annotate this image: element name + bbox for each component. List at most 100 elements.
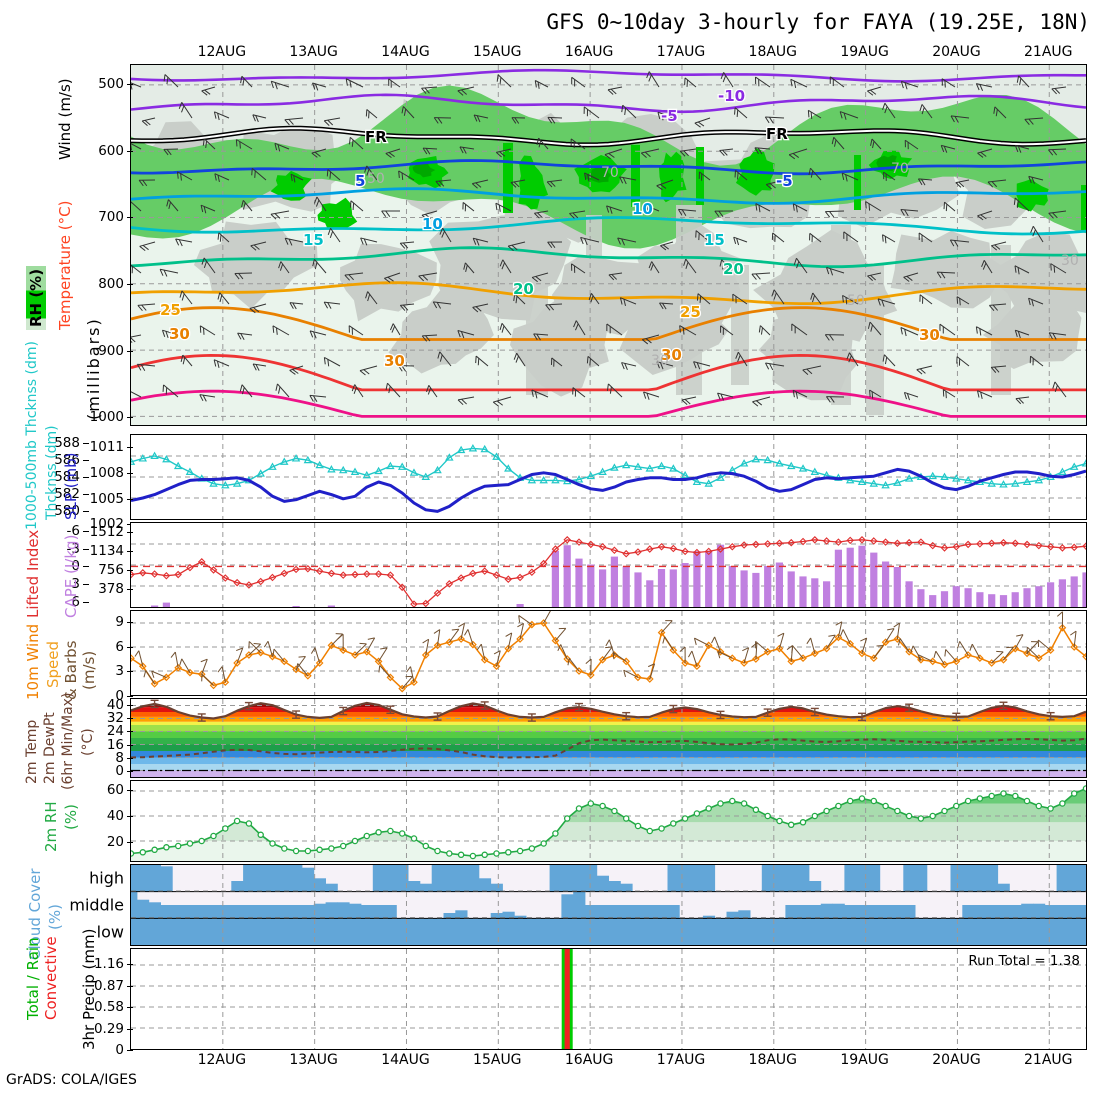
lifted-index-tickmark — [83, 566, 89, 568]
slp-tick: 1008 — [89, 464, 124, 481]
precip-tick: 0.58 — [93, 999, 124, 1016]
svg-text:15: 15 — [303, 231, 324, 249]
lifted-index-tickmark — [83, 548, 89, 550]
temp2m-tick: 32 — [106, 710, 124, 726]
svg-text:30: 30 — [651, 353, 669, 369]
axis-label: 1000-500mb Thcknss (dm) — [24, 341, 40, 530]
rh2m-tick: 20 — [106, 833, 124, 850]
precip-tickmark — [127, 1007, 133, 1009]
svg-text:70: 70 — [891, 161, 909, 177]
temp2m-tick: 0 — [115, 763, 124, 780]
lifted-index-tickmark — [83, 530, 89, 532]
cape-tick: 1134 — [89, 542, 124, 559]
pressure-tick: 500 — [98, 76, 124, 92]
axis-label: CAPE (J/kg) — [62, 534, 80, 618]
x-tick-12aug: 12AUG — [197, 1052, 247, 1068]
rh2m-tick: 60 — [106, 782, 124, 799]
x-tick-20aug: 20AUG — [932, 44, 981, 60]
precip-tick: 0.87 — [93, 977, 124, 994]
precip-tick: 0.29 — [93, 1020, 124, 1037]
rh2m-panel[interactable] — [130, 780, 1087, 862]
thickness-tickmark — [83, 442, 89, 444]
thickness-tick: 588 — [54, 434, 80, 451]
svg-text:50: 50 — [367, 171, 385, 187]
lifted-index-tick: -6 — [66, 522, 80, 539]
thickness-tickmark — [83, 494, 89, 496]
svg-text:30: 30 — [919, 326, 940, 344]
thickness-tick: 580 — [54, 503, 80, 520]
x-tick-18aug: 18AUG — [748, 1052, 798, 1068]
temp2m-tick: 16 — [106, 736, 124, 753]
temp2m-tick: 8 — [115, 750, 124, 766]
precip-tickmark — [127, 1050, 133, 1051]
x-tick-16aug: 16AUG — [564, 44, 614, 60]
x-tick-19aug: 19AUG — [840, 1052, 889, 1068]
x-tick-13aug: 13AUG — [289, 44, 338, 60]
axis-label: 2m RH — [42, 801, 60, 852]
precip-tickmark — [127, 1028, 133, 1030]
pressure-tickmark — [127, 417, 133, 419]
axis-label: (millibars) — [84, 317, 103, 420]
svg-text:20: 20 — [513, 280, 534, 298]
rh2m-tickmark — [127, 815, 133, 817]
svg-text:30: 30 — [384, 352, 405, 370]
x-tick-15aug: 15AUG — [473, 1052, 522, 1068]
svg-text:-5: -5 — [776, 172, 793, 190]
wind-speed-tick: 6 — [115, 638, 124, 655]
thickness-tickmark — [83, 511, 89, 513]
rh2m-tickmark — [127, 841, 133, 843]
thickness-tick: 582 — [54, 486, 80, 503]
temp2m-tickmark — [127, 758, 133, 759]
axis-label: 10m Wind — [24, 623, 42, 700]
pressure-tickmark — [127, 284, 133, 285]
thickness-tick: 584 — [54, 469, 80, 485]
temp2m-tick: 40 — [106, 696, 124, 713]
cape-tickmark — [127, 569, 133, 571]
slp-thickness-panel[interactable] — [130, 434, 1087, 520]
li-cape-panel[interactable] — [130, 522, 1087, 608]
slp-tick: 1005 — [89, 490, 124, 507]
temp2m-panel[interactable] — [130, 698, 1087, 778]
svg-text:20: 20 — [723, 260, 744, 278]
footer-credit: GrADS: COLA/IGES — [6, 1072, 137, 1088]
svg-text:30: 30 — [169, 325, 190, 343]
cape-tick: 1512 — [89, 523, 124, 540]
slp-tick: 1011 — [89, 438, 124, 455]
axis-label: (%) — [46, 904, 64, 930]
svg-text:10: 10 — [422, 215, 443, 233]
svg-text:30: 30 — [661, 346, 682, 364]
x-tick-18aug: 18AUG — [748, 44, 798, 60]
cape-tick: 756 — [98, 561, 124, 578]
x-tick-15aug: 15AUG — [473, 44, 522, 60]
axis-label: 2m DewPt — [42, 712, 58, 784]
precip-panel[interactable]: Run Total = 1.38 — [130, 948, 1087, 1050]
run-total-label: Run Total = 1.38 — [968, 953, 1080, 969]
axis-label: (6hr Min/Max) — [60, 692, 76, 790]
cloud-cover-panel[interactable] — [130, 864, 1087, 946]
side-label-stack: (millibars) Temperature (°C) Wind (m/s) RH … — [0, 0, 130, 1100]
wind10m-panel[interactable] — [130, 610, 1087, 696]
x-tick-12aug: 12AUG — [197, 44, 247, 60]
lifted-index-tick: 3 — [71, 576, 80, 593]
upper-air-panel[interactable]: -10 -5 -5 5 10 10 15 15 20 20 25 25 30 30 30 30 FR FR 50 70… — [130, 64, 1087, 426]
axis-label: 3hr Precip (mm) — [80, 928, 98, 1050]
rh2m-tick: 40 — [106, 807, 124, 824]
pressure-tickmark — [127, 350, 133, 352]
svg-text:-5: -5 — [661, 107, 678, 125]
temp2m-tickmark — [127, 744, 133, 746]
cape-tickmark — [127, 550, 133, 552]
x-tick-20aug: 20AUG — [932, 1052, 981, 1068]
wind-speed-tickmark — [127, 671, 133, 673]
wind-speed-tickmark — [127, 622, 133, 624]
svg-text:5: 5 — [355, 172, 365, 190]
pressure-tick: 600 — [98, 142, 124, 159]
svg-text:15: 15 — [704, 231, 725, 249]
pressure-tick: 900 — [98, 342, 124, 359]
svg-text:FR: FR — [365, 128, 387, 146]
x-tick-17aug: 17AUG — [656, 44, 706, 60]
axis-label: (°C) — [80, 728, 96, 756]
slp-tickmark — [127, 446, 133, 448]
svg-text:70: 70 — [601, 165, 619, 181]
wind-speed-tickmark — [127, 696, 133, 697]
cloud-row-label-middle: middle — [69, 895, 124, 915]
